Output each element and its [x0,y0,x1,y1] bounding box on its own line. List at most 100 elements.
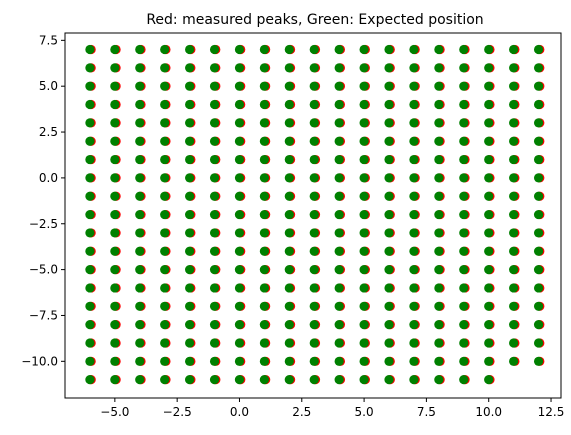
expected-position-point [160,154,170,165]
expected-position-point [284,118,294,128]
expected-position-point [334,265,344,275]
expected-position-point [135,228,145,238]
expected-position-point [334,209,344,220]
expected-position-point [484,301,494,311]
expected-position-point [409,228,419,238]
expected-position-point [334,320,344,330]
expected-position-point [434,320,444,330]
expected-position-point [259,246,269,256]
expected-position-point [209,81,220,91]
expected-position-point [160,99,170,110]
expected-position-point [259,154,269,165]
expected-position-point [209,283,220,293]
y-tick-label: 7.5 [39,33,58,47]
expected-position-point [160,301,170,311]
expected-position-point [359,246,369,256]
expected-position-point [459,356,469,366]
expected-position-point [509,265,519,275]
expected-position-point [209,63,220,73]
expected-position-point [185,265,195,275]
expected-position-point [359,173,369,183]
y-tick-label: 2.5 [39,125,58,139]
expected-position-point [185,154,195,165]
expected-position-point [533,228,544,238]
expected-position-point [409,44,419,55]
expected-position-point [334,228,344,238]
expected-position-point [160,136,170,146]
expected-position-point [85,136,95,146]
expected-position-point [85,320,95,330]
expected-position-point [384,209,394,220]
expected-position-point [259,191,269,201]
expected-position-point [209,136,220,146]
expected-position-point [135,44,145,55]
expected-position-point [284,63,294,73]
expected-position-point [185,209,195,220]
expected-position-point [185,81,195,91]
expected-position-point [259,99,269,110]
y-tick-label: −7.5 [29,308,58,322]
expected-position-point [409,283,419,293]
expected-position-point [110,209,120,220]
expected-position-point [484,173,494,183]
expected-position-point [259,44,269,55]
expected-position-point [359,283,369,293]
expected-position-point [334,356,344,366]
expected-position-point [434,246,444,256]
x-tick-label: 10.0 [475,405,502,419]
expected-position-point [110,228,120,238]
expected-position-point [434,375,444,385]
expected-position-point [434,283,444,293]
expected-position-point [110,283,120,293]
expected-position-point [409,320,419,330]
expected-position-point [209,99,220,110]
expected-position-point [135,356,145,366]
expected-position-point [135,320,145,330]
expected-position-point [110,356,120,366]
expected-position-point [409,209,419,220]
expected-position-point [209,320,220,330]
expected-position-point [434,81,444,91]
expected-position-point [384,44,394,55]
expected-position-point [85,338,95,348]
expected-position-point [459,301,469,311]
expected-position-point [484,154,494,165]
expected-position-point [334,81,344,91]
expected-position-point [309,265,319,275]
y-tick-label: −10.0 [21,354,58,368]
expected-position-point [259,283,269,293]
expected-position-point [209,265,220,275]
expected-position-point [484,320,494,330]
expected-position-point [359,154,369,165]
expected-position-point [85,246,95,256]
expected-position-point [384,173,394,183]
expected-position-point [384,301,394,311]
expected-position-point [185,375,195,385]
expected-position-point [533,63,544,73]
expected-position-point [309,191,319,201]
expected-position-point [209,246,220,256]
expected-position-point [334,173,344,183]
expected-position-point [484,356,494,366]
expected-position-point [359,356,369,366]
expected-position-point [185,118,195,128]
expected-position-point [533,265,544,275]
expected-position-point [434,265,444,275]
expected-position-point [234,136,245,146]
expected-position-point [284,246,294,256]
expected-position-point [334,375,344,385]
expected-position-point [484,265,494,275]
expected-position-point [533,173,544,183]
expected-position-point [434,173,444,183]
expected-position-point [234,301,245,311]
expected-position-point [259,173,269,183]
expected-position-point [160,173,170,183]
expected-position-point [359,228,369,238]
expected-position-point [85,301,95,311]
expected-position-point [234,81,245,91]
expected-position-point [509,246,519,256]
expected-position-point [185,136,195,146]
expected-position-point [85,44,95,55]
expected-position-point [110,44,120,55]
x-tick-label: −2.5 [163,405,192,419]
